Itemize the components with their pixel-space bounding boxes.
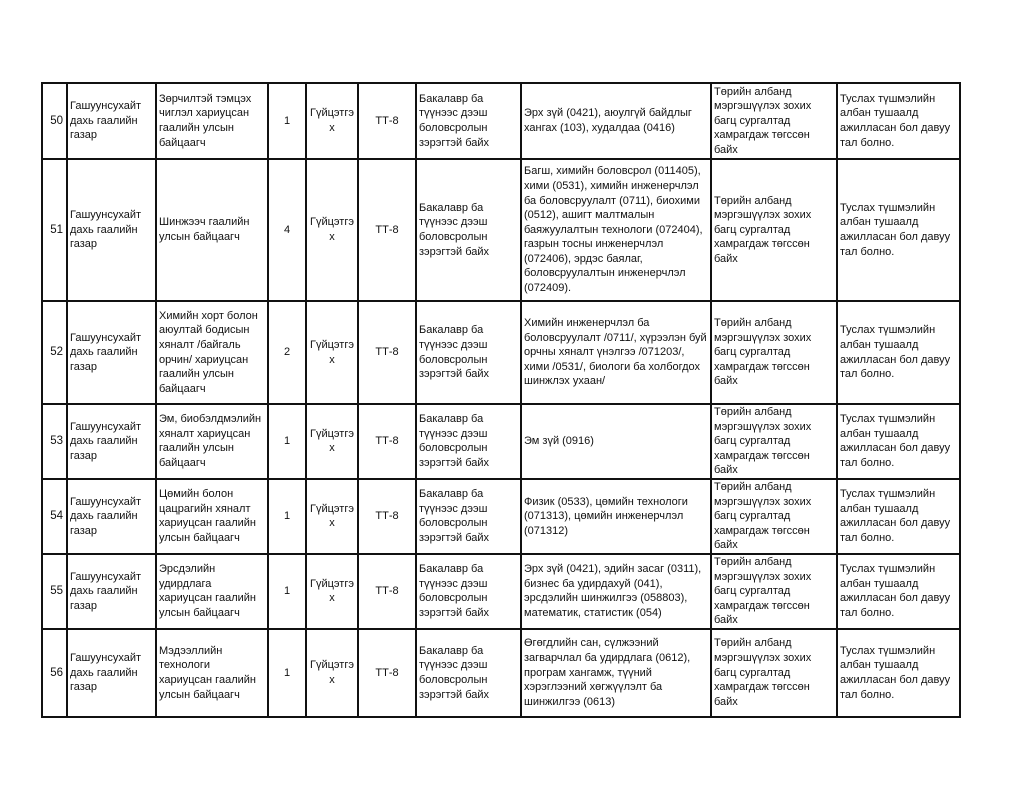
profession-requirement-cell: Физик (0533), цөмийн технологи (071313),…: [520, 477, 712, 555]
training-requirement-cell: Төрийн албанд мэргэшүүлэх зохих багц сур…: [710, 477, 838, 555]
position-title-cell: Мэдээллийн технологи хариуцсан гаалийн у…: [155, 627, 269, 718]
position-title-cell: Химийн хорт болон аюултай бодисын хяналт…: [155, 300, 269, 405]
education-requirement-cell: Бакалавр ба түүнээс дээш боловсролын зэр…: [415, 627, 522, 718]
position-title-cell: Шинжээч гаалийн улсын байцаагч: [155, 158, 269, 302]
education-requirement-cell: Бакалавр ба түүнээс дээш боловсролын зэр…: [415, 403, 522, 480]
position-count-cell: 4: [267, 158, 307, 302]
row-number-cell: 52: [41, 300, 68, 405]
position-grade-cell: ТТ-8: [357, 82, 417, 160]
education-requirement-cell: Бакалавр ба түүнээс дээш боловсролын зэр…: [415, 477, 522, 555]
row-number-cell: 54: [41, 477, 68, 555]
position-grade-cell: ТТ-8: [357, 158, 417, 302]
experience-requirement-cell: Туслах түшмэлийн албан тушаалд ажилласан…: [836, 627, 961, 718]
organization-cell: Гашуунсухайт дахь гаалийн газар: [66, 158, 157, 302]
organization-cell: Гашуунсухайт дахь гаалийн газар: [66, 403, 157, 480]
training-requirement-cell: Төрийн албанд мэргэшүүлэх зохих багц сур…: [710, 158, 838, 302]
education-requirement-cell: Бакалавр ба түүнээс дээш боловсролын зэр…: [415, 552, 522, 630]
position-grade-cell: ТТ-8: [357, 300, 417, 405]
position-count-cell: 2: [267, 300, 307, 405]
training-requirement-cell: Төрийн албанд мэргэшүүлэх зохих багц сур…: [710, 627, 838, 718]
profession-requirement-cell: Эрх зүй (0421), эдийн засаг (0311), бизн…: [520, 552, 712, 630]
education-requirement-cell: Бакалавр ба түүнээс дээш боловсролын зэр…: [415, 158, 522, 302]
profession-requirement-cell: Багш, химийн боловсрол (011405), хими (0…: [520, 158, 712, 302]
profession-requirement-cell: Өгөгдлийн сан, сүлжээний загварчлал ба у…: [520, 627, 712, 718]
table-row: 56 Гашуунсухайт дахь гаалийн газар Мэдээлл…: [41, 627, 961, 718]
training-requirement-cell: Төрийн албанд мэргэшүүлэх зохих багц сур…: [710, 300, 838, 405]
profession-requirement-cell: Химийн инженерчлэл ба боловсруулалт /071…: [520, 300, 712, 405]
organization-cell: Гашуунсухайт дахь гаалийн газар: [66, 82, 157, 160]
position-title-cell: Эм, биобэлдмэлийн хяналт хариуцсан гаали…: [155, 403, 269, 480]
position-grade-cell: ТТ-8: [357, 627, 417, 718]
experience-requirement-cell: Туслах түшмэлийн албан тушаалд ажилласан…: [836, 82, 961, 160]
position-count-cell: 1: [267, 82, 307, 160]
position-type-cell: Гүйцэтгэх: [305, 403, 359, 480]
row-number-cell: 51: [41, 158, 68, 302]
table-row: 51 Гашуунсухайт дахь гаалийн газар Шинжээч…: [41, 158, 961, 302]
position-grade-cell: ТТ-8: [357, 477, 417, 555]
table-row: 52 Гашуунсухайт дахь гаалийн газар Химийн …: [41, 300, 961, 405]
position-type-cell: Гүйцэтгэх: [305, 82, 359, 160]
experience-requirement-cell: Туслах түшмэлийн албан тушаалд ажилласан…: [836, 477, 961, 555]
row-number-cell: 56: [41, 627, 68, 718]
training-requirement-cell: Төрийн албанд мэргэшүүлэх зохих багц сур…: [710, 82, 838, 160]
table-row: 50 Гашуунсухайт дахь гаалийн газар Зөрчилт…: [41, 82, 961, 160]
profession-requirement-cell: Эрх зүй (0421), аюулгүй байдлыг хангах (…: [520, 82, 712, 160]
experience-requirement-cell: Туслах түшмэлийн албан тушаалд ажилласан…: [836, 300, 961, 405]
position-title-cell: Эрсдэлийн удирдлага хариуцсан гаалийн ул…: [155, 552, 269, 630]
education-requirement-cell: Бакалавр ба түүнээс дээш боловсролын зэр…: [415, 300, 522, 405]
position-title-cell: Зөрчилтэй тэмцэх чиглэл хариуцсан гаалий…: [155, 82, 269, 160]
position-count-cell: 1: [267, 627, 307, 718]
position-type-cell: Гүйцэтгэх: [305, 158, 359, 302]
position-type-cell: Гүйцэтгэх: [305, 627, 359, 718]
position-type-cell: Гүйцэтгэх: [305, 477, 359, 555]
row-number-cell: 50: [41, 82, 68, 160]
training-requirement-cell: Төрийн албанд мэргэшүүлэх зохих багц сур…: [710, 403, 838, 480]
profession-requirement-cell: Эм зүй (0916): [520, 403, 712, 480]
position-type-cell: Гүйцэтгэх: [305, 300, 359, 405]
organization-cell: Гашуунсухайт дахь гаалийн газар: [66, 627, 157, 718]
position-type-cell: Гүйцэтгэх: [305, 552, 359, 630]
table-row: 55 Гашуунсухайт дахь гаалийн газар Эрсдэли…: [41, 552, 961, 630]
row-number-cell: 53: [41, 403, 68, 480]
training-requirement-cell: Төрийн албанд мэргэшүүлэх зохих багц сур…: [710, 552, 838, 630]
organization-cell: Гашуунсухайт дахь гаалийн газар: [66, 300, 157, 405]
organization-cell: Гашуунсухайт дахь гаалийн газар: [66, 552, 157, 630]
experience-requirement-cell: Туслах түшмэлийн албан тушаалд ажилласан…: [836, 403, 961, 480]
row-number-cell: 55: [41, 552, 68, 630]
table-row: 53 Гашуунсухайт дахь гаалийн газар Эм, био…: [41, 403, 961, 480]
experience-requirement-cell: Туслах түшмэлийн албан тушаалд ажилласан…: [836, 552, 961, 630]
position-count-cell: 1: [267, 477, 307, 555]
position-grade-cell: ТТ-8: [357, 552, 417, 630]
vacancy-table: 50 Гашуунсухайт дахь гаалийн газар Зөрчилт…: [41, 82, 961, 718]
experience-requirement-cell: Туслах түшмэлийн албан тушаалд ажилласан…: [836, 158, 961, 302]
position-count-cell: 1: [267, 552, 307, 630]
organization-cell: Гашуунсухайт дахь гаалийн газар: [66, 477, 157, 555]
position-grade-cell: ТТ-8: [357, 403, 417, 480]
education-requirement-cell: Бакалавр ба түүнээс дээш боловсролын зэр…: [415, 82, 522, 160]
position-title-cell: Цөмийн болон цацрагийн хяналт хариуцсан …: [155, 477, 269, 555]
position-count-cell: 1: [267, 403, 307, 480]
table-row: 54 Гашуунсухайт дахь гаалийн газар Цөмийн …: [41, 477, 961, 555]
